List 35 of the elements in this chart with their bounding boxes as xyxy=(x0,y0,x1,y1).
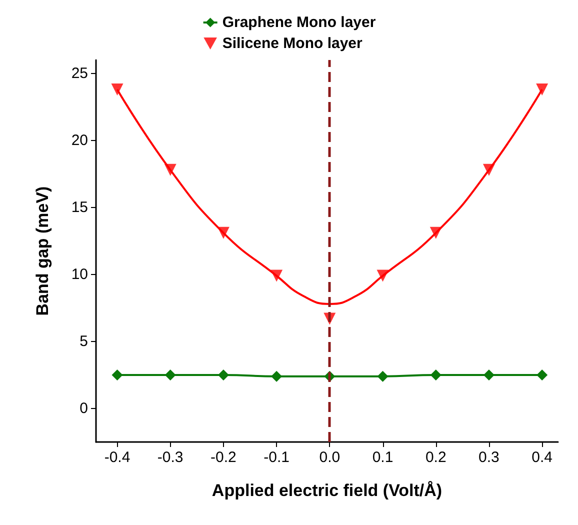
point xyxy=(271,370,282,382)
x-axis-title: Applied electric field (Volt/Å) xyxy=(212,481,442,500)
x-tick-label: -0.3 xyxy=(157,449,184,466)
legend-label: Silicene Mono layer xyxy=(222,35,363,52)
point xyxy=(164,164,176,176)
point xyxy=(217,226,230,239)
point xyxy=(536,369,548,380)
y-tick-label: 15 xyxy=(71,198,88,216)
x-tick-label: 0.3 xyxy=(478,449,500,466)
x-tick-label: 0.1 xyxy=(372,449,394,466)
point xyxy=(218,369,229,380)
y-tick-label: 20 xyxy=(71,132,88,149)
x-tick-label: 0.4 xyxy=(532,449,552,466)
point xyxy=(482,164,495,176)
point xyxy=(483,369,494,380)
y-tick-label: 0 xyxy=(80,400,88,417)
x-tick-label: 0.0 xyxy=(319,449,340,466)
point xyxy=(377,370,388,382)
point xyxy=(270,270,283,282)
point xyxy=(536,83,548,96)
x-tick-label: -0.2 xyxy=(210,449,236,466)
legend-label: Graphene Mono layer xyxy=(222,14,376,31)
y-tick-label: 5 xyxy=(80,332,88,350)
point xyxy=(111,83,124,96)
y-tick-label: 25 xyxy=(71,64,88,82)
x-tick-label: 0.2 xyxy=(425,449,446,466)
point xyxy=(164,369,176,380)
x-tick-label: -0.1 xyxy=(264,449,290,466)
point xyxy=(430,226,442,239)
point xyxy=(376,270,389,282)
x-tick-label: -0.4 xyxy=(104,449,130,466)
point xyxy=(112,369,123,380)
y-tick-label: 10 xyxy=(71,266,88,283)
y-axis-title: Band gap (meV) xyxy=(33,186,52,316)
point xyxy=(430,369,442,380)
